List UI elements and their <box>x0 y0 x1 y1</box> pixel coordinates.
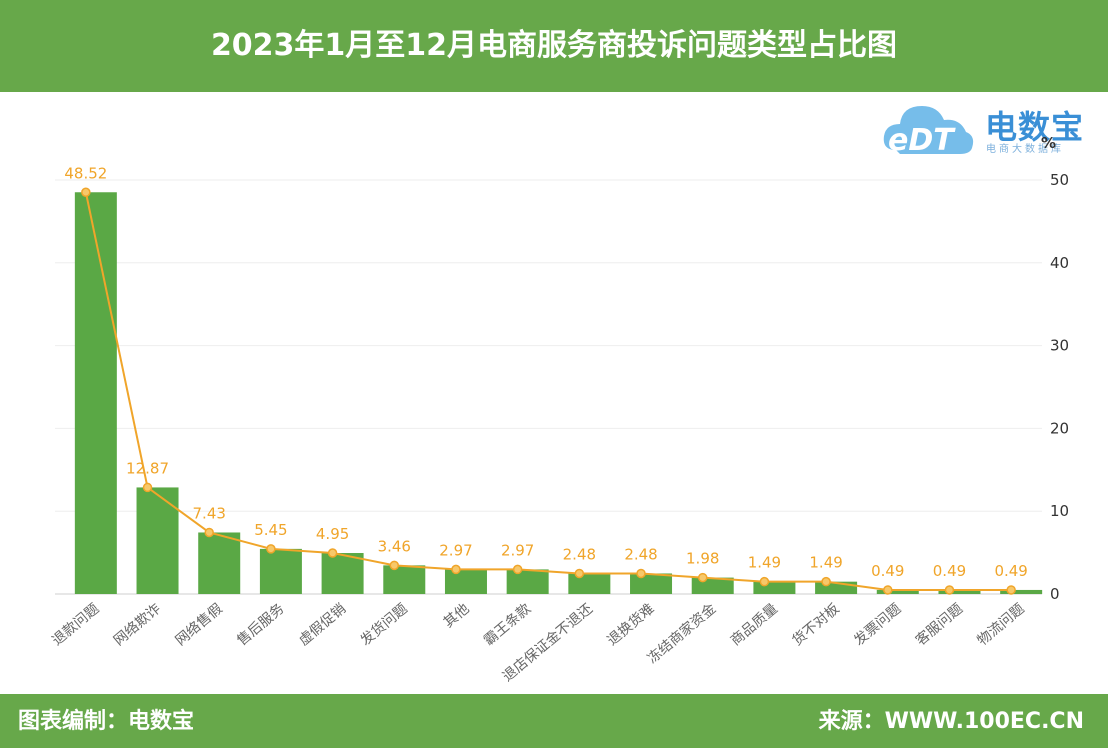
cloud-logo-icon: eDT <box>883 106 974 158</box>
logo-mark: eDT <box>888 123 956 158</box>
bar-4 <box>259 548 302 594</box>
line-point-2 <box>142 482 153 493</box>
data-label-10: 2.48 <box>624 545 657 563</box>
bar-line-chart: 0 10 20 30 40 50 48.52 12.87 7.43 5.45 4.95 3.46 2.9… <box>49 164 1069 685</box>
data-label-12: 1.49 <box>748 554 781 572</box>
data-label-2: 12.87 <box>126 459 169 477</box>
bar-12 <box>753 581 796 594</box>
x-tick-label: 退换货难 <box>604 600 658 649</box>
x-tick-label: 网络售假 <box>173 601 226 649</box>
line-point-1 <box>81 187 91 198</box>
x-tick-label: 货不对板 <box>789 600 843 649</box>
line-point-11 <box>697 572 708 583</box>
bar-8 <box>506 569 549 594</box>
data-label-4: 5.45 <box>254 521 287 539</box>
x-tick-label: 其他 <box>441 601 473 631</box>
x-tick-label: 商品质量 <box>728 601 781 649</box>
logo-subtitle: 电商大数据库 <box>986 144 1064 155</box>
footer-source: 来源：WWW.100EC.CN <box>818 709 1084 734</box>
data-label-15: 0.49 <box>933 562 966 580</box>
data-label-5: 4.95 <box>316 525 349 543</box>
x-tick-label: 霸王条款 <box>480 600 534 649</box>
line-point-3 <box>204 527 214 538</box>
bar-7 <box>444 569 487 594</box>
data-label-11: 1.98 <box>686 550 719 568</box>
data-label-6: 3.46 <box>378 537 411 555</box>
x-tick-label: 售后服务 <box>234 601 287 649</box>
line-point-13 <box>821 576 831 587</box>
line-point-9 <box>574 568 585 579</box>
x-tick-label: 物流问题 <box>975 601 1028 649</box>
x-tick-label: 发票问题 <box>851 601 904 649</box>
x-tick-label: 客服问题 <box>912 600 966 649</box>
bar-9 <box>568 573 611 594</box>
y-axis-unit: % <box>1041 134 1057 152</box>
x-tick-label: 发货问题 <box>357 600 411 649</box>
x-tick-label: 虚假促销 <box>296 601 349 649</box>
bar-2 <box>136 487 179 594</box>
line-point-14 <box>883 585 893 595</box>
footer-credit: 图表编制：电数宝 <box>18 709 195 734</box>
logo-name: 电数宝 <box>985 108 1085 146</box>
line-point-5 <box>327 548 338 558</box>
trend-line <box>84 192 1012 591</box>
bar-5 <box>321 553 364 594</box>
bar-3 <box>198 532 241 594</box>
header-bar <box>0 0 1108 92</box>
line-point-4 <box>266 544 276 554</box>
footer-bar <box>0 694 1108 748</box>
chart-title: 2023年1月至12月电商服务商投诉问题类型占比图 <box>210 28 898 63</box>
line-point-10 <box>636 568 646 579</box>
x-tick-label: 退款问题 <box>49 601 102 649</box>
data-label-13: 1.49 <box>809 554 842 572</box>
logo: eDT <box>880 92 1100 162</box>
y-tick-label: 50 <box>1050 171 1069 189</box>
data-label-1: 48.52 <box>64 164 107 182</box>
line-point-16 <box>1006 585 1016 595</box>
y-tick-label: 10 <box>1050 502 1069 520</box>
data-label-7: 2.97 <box>439 541 472 559</box>
bar-6 <box>383 565 426 594</box>
y-tick-label: 20 <box>1050 419 1069 437</box>
line-point-15 <box>944 585 955 595</box>
line-point-8 <box>512 564 523 575</box>
bar-1 <box>74 192 117 594</box>
y-tick-label: 40 <box>1050 254 1069 272</box>
bar-10 <box>630 573 673 594</box>
x-tick-label: 冻结商家资金 <box>644 600 719 667</box>
line-point-7 <box>451 564 461 575</box>
bar-15 <box>938 589 981 594</box>
bar-14 <box>876 589 919 594</box>
line-point-12 <box>759 576 770 587</box>
data-label-16: 0.49 <box>994 562 1027 580</box>
data-label-14: 0.49 <box>871 562 904 580</box>
data-label-3: 7.43 <box>193 504 226 522</box>
data-label-9: 2.48 <box>563 545 596 563</box>
line-point-6 <box>389 560 400 571</box>
bar-16 <box>1000 589 1043 594</box>
y-tick-label: 30 <box>1050 337 1069 355</box>
data-label-8: 2.97 <box>501 541 534 559</box>
y-tick-label: 0 <box>1050 585 1060 603</box>
x-tick-label: 网络欺诈 <box>111 601 164 649</box>
